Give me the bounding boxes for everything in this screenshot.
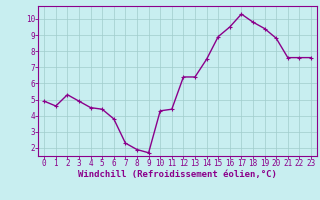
X-axis label: Windchill (Refroidissement éolien,°C): Windchill (Refroidissement éolien,°C) bbox=[78, 170, 277, 179]
